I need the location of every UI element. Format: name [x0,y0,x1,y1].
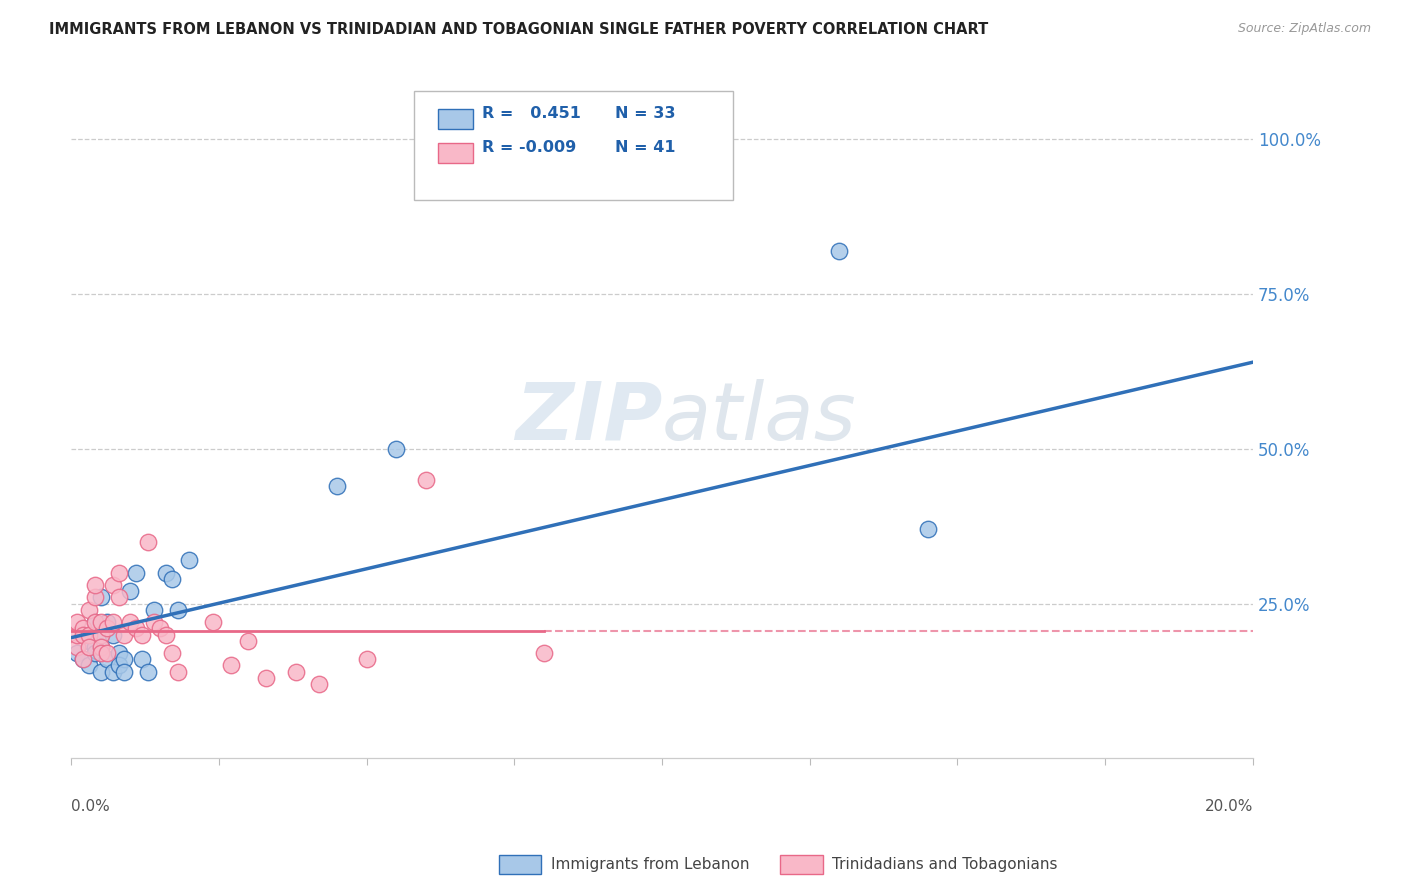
Point [66,640,89,654]
Point [125,566,148,580]
Point [356,652,378,666]
Point [385,442,408,456]
Point [166,665,188,679]
Point [131,652,153,666]
Point [202,615,225,629]
Text: Trinidadians and Tobagonians: Trinidadians and Tobagonians [832,857,1057,871]
Point [83,640,105,654]
Point [142,615,165,629]
FancyBboxPatch shape [413,91,733,200]
Point [112,665,135,679]
Point [131,627,153,641]
Point [107,566,129,580]
Text: ZIP: ZIP [515,379,662,457]
Text: atlas: atlas [662,379,856,457]
Point [101,627,124,641]
Point [308,677,330,691]
Point [179,553,201,567]
Point [66,615,89,629]
Text: Immigrants from Lebanon: Immigrants from Lebanon [551,857,749,871]
Point [96,621,118,635]
Text: 20.0%: 20.0% [1205,799,1253,814]
Point [101,578,124,592]
Point [136,534,159,549]
Point [155,566,177,580]
Point [66,646,89,660]
Point [77,658,100,673]
Point [149,621,172,635]
Text: 0.0%: 0.0% [72,799,110,814]
Point [160,646,183,660]
FancyBboxPatch shape [437,110,472,128]
Point [66,627,89,641]
Text: N = 41: N = 41 [614,140,675,155]
Point [77,627,100,641]
Text: N = 33: N = 33 [614,106,675,121]
Text: R =   0.451: R = 0.451 [482,106,581,121]
Point [917,522,939,536]
Point [101,665,124,679]
Point [90,615,112,629]
Point [112,652,135,666]
Point [828,244,851,258]
Text: R = -0.009: R = -0.009 [482,140,576,155]
Point [83,615,105,629]
Point [72,627,94,641]
Point [166,603,188,617]
Point [120,584,142,599]
Point [83,646,105,660]
Point [83,591,105,605]
Point [107,591,129,605]
Point [83,578,105,592]
Point [96,652,118,666]
Point [72,652,94,666]
Point [284,665,307,679]
Point [96,646,118,660]
Point [155,627,177,641]
Point [72,652,94,666]
Point [77,633,100,648]
Point [90,591,112,605]
Point [101,615,124,629]
Point [142,603,165,617]
Point [77,603,100,617]
Point [160,572,183,586]
Point [533,646,555,660]
Point [83,615,105,629]
Point [326,479,349,493]
Point [72,627,94,641]
Point [112,627,135,641]
Point [125,621,148,635]
Point [219,658,242,673]
Point [107,658,129,673]
Point [90,665,112,679]
Point [90,640,112,654]
Point [96,615,118,629]
Point [254,671,277,685]
Point [136,665,159,679]
FancyBboxPatch shape [437,144,472,162]
Point [90,646,112,660]
Point [238,633,260,648]
Point [90,627,112,641]
Point [107,646,129,660]
Point [415,473,437,487]
Point [120,615,142,629]
Point [77,640,100,654]
Text: IMMIGRANTS FROM LEBANON VS TRINIDADIAN AND TOBAGONIAN SINGLE FATHER POVERTY CORR: IMMIGRANTS FROM LEBANON VS TRINIDADIAN A… [49,22,988,37]
Point [90,640,112,654]
Point [72,621,94,635]
Point [90,627,112,641]
Text: Source: ZipAtlas.com: Source: ZipAtlas.com [1237,22,1371,36]
